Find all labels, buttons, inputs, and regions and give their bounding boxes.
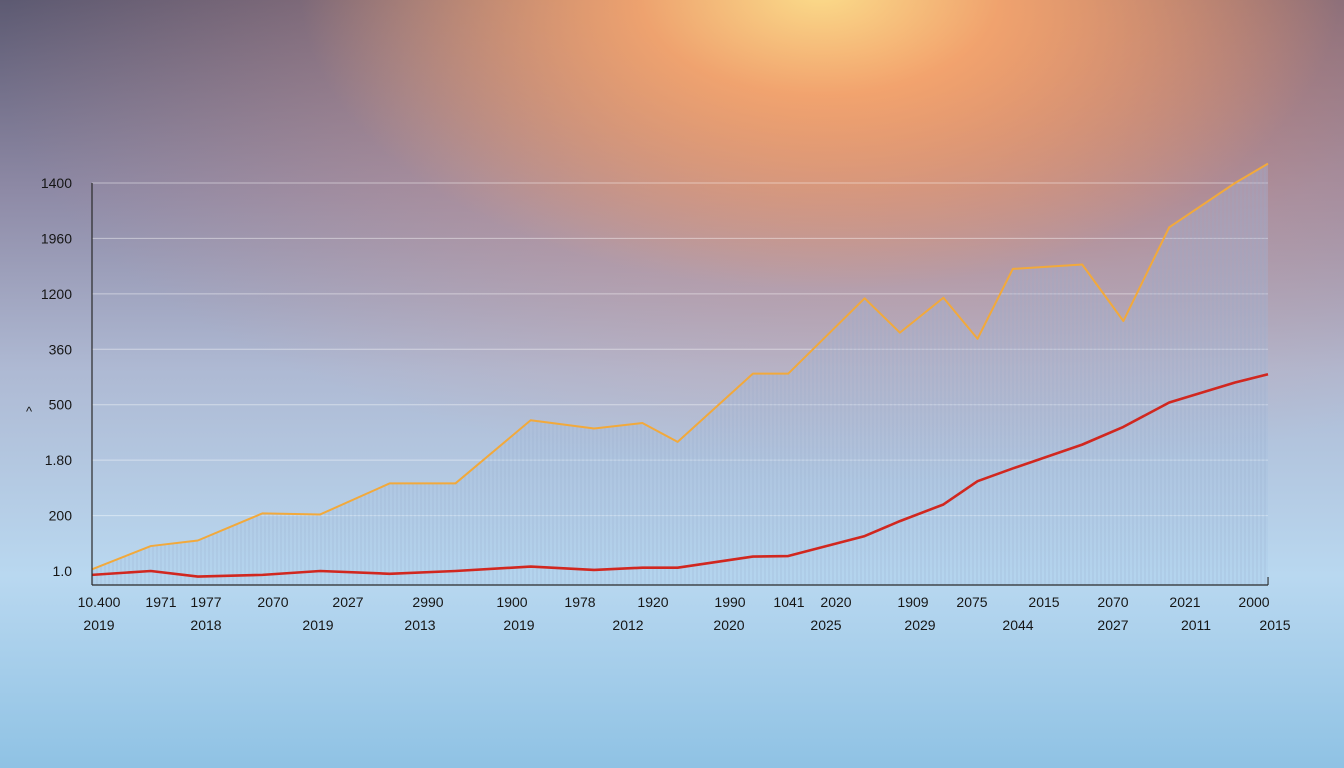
x-tick-label-secondary: 2025 bbox=[810, 617, 841, 633]
series-line-1 bbox=[91, 162, 1269, 571]
x-tick-label-secondary: 2012 bbox=[612, 617, 643, 633]
x-tick-label: 1909 bbox=[897, 594, 928, 610]
x-tick-label: 2070 bbox=[257, 594, 288, 610]
x-tick-label-secondary: 2044 bbox=[1002, 617, 1033, 633]
x-tick-label: 1971 bbox=[145, 594, 176, 610]
x-tick-label-secondary: 2020 bbox=[713, 617, 744, 633]
x-tick-labels: 10.400 1971 1977 2070 2027 2990 1900 1978 1920 19… bbox=[78, 594, 1291, 633]
series-line-2 bbox=[91, 372, 1269, 578]
x-tick-label: 10.400 bbox=[78, 594, 121, 610]
y-tick-label: 200 bbox=[49, 508, 73, 524]
area-fill bbox=[92, 163, 1268, 585]
x-tick-label: 2021 bbox=[1169, 594, 1200, 610]
x-tick-label: 2027 bbox=[332, 594, 363, 610]
x-tick-label-secondary: 2027 bbox=[1097, 617, 1128, 633]
x-tick-label-secondary: 2015 bbox=[1259, 617, 1290, 633]
x-tick-label-secondary: 2011 bbox=[1181, 617, 1211, 633]
y-tick-label: 1400 bbox=[41, 175, 72, 191]
x-tick-label-secondary: 2029 bbox=[904, 617, 935, 633]
x-tick-label: 2020 bbox=[820, 594, 851, 610]
y-tick-label: 1960 bbox=[41, 230, 72, 246]
area-fill-hatch bbox=[92, 163, 1268, 585]
x-tick-label: 2015 bbox=[1028, 594, 1059, 610]
x-tick-label: 1977 bbox=[190, 594, 221, 610]
x-tick-label-secondary: 2013 bbox=[404, 617, 435, 633]
y-axis-label: ^ bbox=[26, 404, 33, 419]
series-lines bbox=[91, 162, 1269, 578]
x-tick-label: 1978 bbox=[564, 594, 595, 610]
x-tick-label: 1900 bbox=[496, 594, 527, 610]
x-tick-label-secondary: 2018 bbox=[190, 617, 221, 633]
y-tick-label: 1200 bbox=[41, 286, 72, 302]
x-tick-label-secondary: 2019 bbox=[302, 617, 333, 633]
x-tick-label: 2075 bbox=[956, 594, 987, 610]
x-tick-label: 1920 bbox=[637, 594, 668, 610]
y-tick-labels: 1.0 200 1.80 500 360 1200 1960 1400 bbox=[41, 175, 72, 579]
x-tick-label: 2990 bbox=[412, 594, 443, 610]
x-tick-label: 2000 bbox=[1238, 594, 1269, 610]
x-tick-label: 1990 bbox=[714, 594, 745, 610]
x-tick-label-secondary: 2019 bbox=[503, 617, 534, 633]
y-tick-label: 1.0 bbox=[53, 563, 73, 579]
gridlines bbox=[92, 182, 1269, 585]
y-tick-label: 500 bbox=[49, 397, 73, 413]
x-tick-label-secondary: 2019 bbox=[83, 617, 114, 633]
x-tick-label: 1041 bbox=[773, 594, 804, 610]
y-tick-label: 360 bbox=[49, 341, 73, 357]
x-tick-label: 2070 bbox=[1097, 594, 1128, 610]
y-tick-label: 1.80 bbox=[45, 452, 72, 468]
